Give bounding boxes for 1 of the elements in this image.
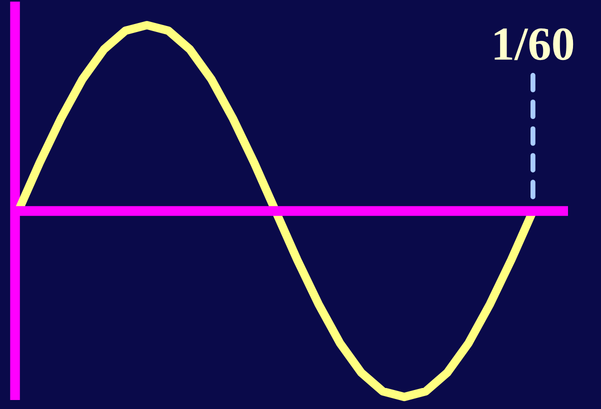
annotation: 1/60 bbox=[494, 28, 574, 60]
